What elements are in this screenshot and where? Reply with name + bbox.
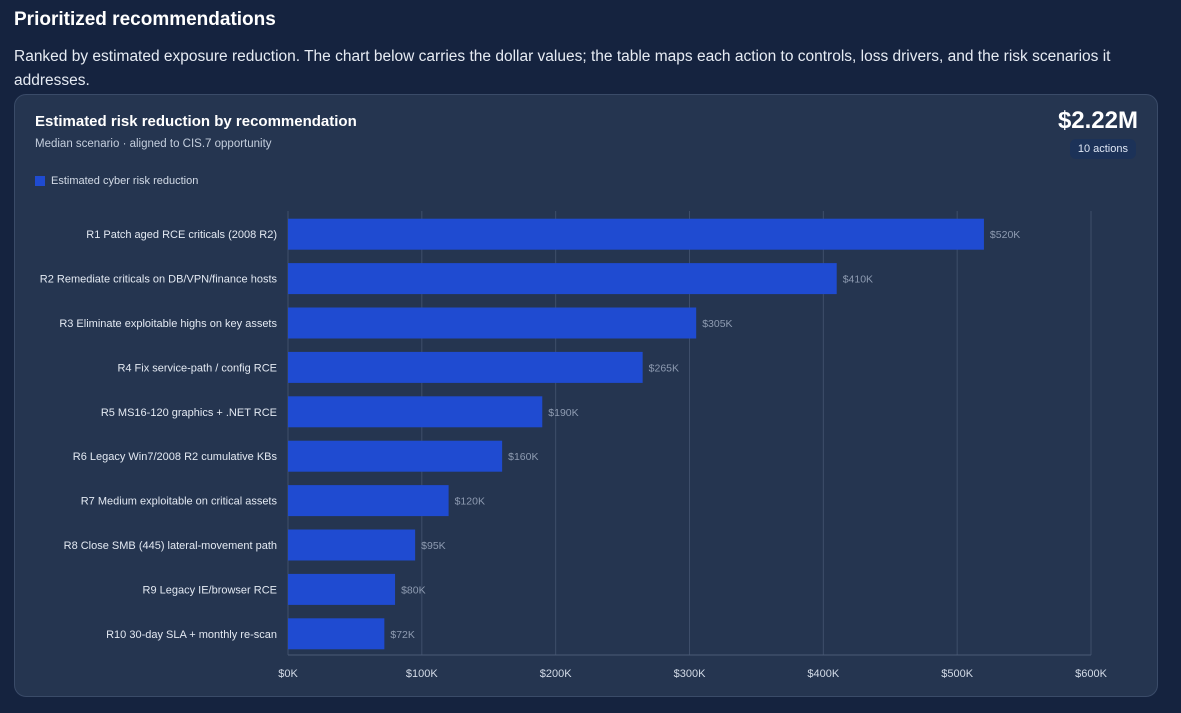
page-description: Ranked by estimated exposure reduction. …: [14, 48, 1111, 89]
bar[interactable]: [288, 440, 503, 472]
bar[interactable]: [288, 485, 449, 517]
chart-subtitle: Median scenario · aligned to CIS.7 oppor…: [35, 138, 272, 150]
bar-value-label: $305K: [702, 318, 732, 330]
category-label: R9 Legacy IE/browser RCE: [143, 584, 278, 596]
x-tick-label: $200K: [540, 668, 572, 680]
category-label: R10 30-day SLA + monthly re-scan: [106, 629, 277, 641]
category-label: R5 MS16-120 graphics + .NET RCE: [101, 407, 277, 419]
chart-card: Estimated risk reduction by recommendati…: [14, 94, 1158, 697]
bar[interactable]: [288, 573, 396, 605]
bar[interactable]: [288, 263, 837, 295]
bar[interactable]: [288, 307, 697, 339]
chart-title: Estimated risk reduction by recommendati…: [35, 113, 357, 130]
bar-value-label: $120K: [455, 496, 485, 508]
bar-value-label: $80K: [401, 584, 426, 596]
category-label: R6 Legacy Win7/2008 R2 cumulative KBs: [73, 451, 278, 463]
bar[interactable]: [288, 218, 984, 250]
bar-value-label: $95K: [421, 540, 446, 552]
category-label: R8 Close SMB (445) lateral-movement path: [64, 540, 277, 552]
bar-value-label: $160K: [508, 451, 538, 463]
category-label: R1 Patch aged RCE criticals (2008 R2): [86, 229, 277, 241]
bar[interactable]: [288, 529, 416, 561]
x-tick-label: $0K: [278, 668, 298, 680]
x-tick-label: $300K: [674, 668, 706, 680]
bar-value-label: $190K: [548, 407, 578, 419]
bar[interactable]: [288, 618, 385, 650]
x-tick-label: $600K: [1075, 668, 1107, 680]
x-tick-label: $100K: [406, 668, 438, 680]
page-title: Prioritized recommendations: [14, 9, 276, 30]
bar-value-label: $72K: [390, 629, 415, 641]
total-reduction-value: $2.22M: [1057, 107, 1138, 134]
legend-label: Estimated cyber risk reduction: [51, 175, 199, 187]
bar-value-label: $520K: [990, 229, 1020, 241]
bar[interactable]: [288, 396, 543, 428]
x-tick-label: $500K: [941, 668, 973, 680]
bar-value-label: $265K: [649, 362, 679, 374]
bar-chart: $0K $100K $200K $300K $400K $500K $600K R1 Patc…: [40, 211, 1108, 680]
bar[interactable]: [288, 351, 643, 383]
category-label: R7 Medium exploitable on critical assets: [81, 496, 278, 508]
actions-count-badge: 10 actions: [1069, 139, 1136, 159]
category-label: R4 Fix service-path / config RCE: [117, 362, 277, 374]
legend-swatch: [35, 176, 45, 186]
chart-legend: Estimated cyber risk reduction: [35, 175, 198, 187]
category-label: R2 Remediate criticals on DB/VPN/finance…: [40, 274, 278, 286]
category-label: R3 Eliminate exploitable highs on key as…: [59, 318, 277, 330]
bar-value-label: $410K: [843, 274, 873, 286]
x-tick-label: $400K: [807, 668, 839, 680]
